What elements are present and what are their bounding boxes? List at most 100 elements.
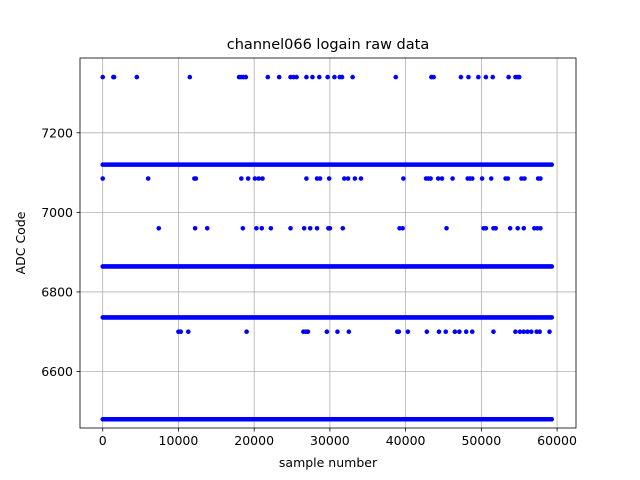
data-point [505, 176, 511, 181]
data-point [185, 329, 191, 335]
y-axis-label: ADC Code [13, 211, 28, 274]
data-point [238, 176, 244, 181]
y-tick-label: 7200 [41, 125, 73, 140]
data-point [457, 329, 462, 335]
x-tick-label: 60000 [537, 433, 577, 448]
data-point [245, 176, 251, 181]
data-point [466, 74, 471, 80]
y-tick-label: 6800 [41, 284, 73, 299]
data-point [479, 176, 485, 181]
x-tick-label: 50000 [461, 433, 501, 448]
data-point [517, 329, 523, 335]
data-point [268, 225, 274, 231]
data-point [491, 329, 496, 335]
data-point [444, 225, 449, 231]
data-point [538, 225, 543, 231]
data-point [358, 176, 364, 181]
data-point [428, 176, 433, 181]
data-point [345, 176, 351, 181]
data-point [516, 74, 522, 80]
data-point [294, 74, 299, 80]
data-point [244, 329, 249, 335]
data-point [304, 74, 309, 80]
data-point [326, 176, 332, 181]
data-point [346, 329, 352, 335]
data-point [476, 74, 481, 80]
data-point [192, 225, 198, 231]
data-point [405, 329, 411, 335]
data-point [547, 329, 552, 335]
data-point [325, 74, 330, 80]
data-point [240, 225, 246, 231]
data-point [134, 74, 140, 80]
data-point [443, 329, 449, 335]
data-point [463, 329, 469, 335]
data-point [314, 225, 320, 231]
data-point [178, 329, 184, 335]
data-point [260, 176, 265, 181]
data-point [506, 74, 511, 80]
data-point [515, 225, 520, 231]
data-point [301, 225, 307, 231]
data-point [439, 176, 445, 181]
data-point [458, 74, 464, 80]
data-point [327, 225, 333, 231]
data-point [204, 225, 210, 231]
plot-frame [79, 57, 577, 429]
data-point [436, 329, 442, 335]
data-point [483, 225, 489, 231]
data-point [435, 176, 441, 181]
data-point [310, 74, 315, 80]
data-point [490, 74, 496, 80]
x-tick-label: 30000 [310, 433, 350, 448]
data-point [340, 225, 346, 231]
x-tick-label: 0 [99, 433, 107, 448]
data-points [100, 74, 555, 422]
data-point [452, 329, 458, 335]
grid-lines [80, 58, 576, 428]
data-point [324, 329, 330, 335]
y-axis-ticks: 6600 6800 7000 7200 [41, 125, 80, 379]
x-axis-label: sample number [279, 455, 378, 470]
data-point [332, 74, 337, 80]
data-point [256, 176, 262, 181]
data-point [276, 74, 282, 80]
data-point [396, 329, 402, 335]
data-point [304, 176, 309, 181]
data-point [469, 176, 475, 181]
data-point [100, 74, 106, 80]
data-point [521, 225, 527, 231]
data-point [352, 176, 358, 181]
data-point [393, 74, 399, 80]
data-point [335, 329, 340, 335]
data-point [350, 74, 355, 80]
data-point [483, 74, 489, 80]
data-point [307, 225, 313, 231]
data-point [538, 176, 543, 181]
data-point [317, 176, 323, 181]
data-point [507, 225, 513, 231]
data-point [100, 176, 106, 181]
plot-area [80, 58, 576, 428]
data-point [265, 74, 271, 80]
data-point [521, 329, 527, 335]
data-point [288, 225, 293, 231]
data-point [259, 225, 265, 231]
data-point [252, 176, 258, 181]
data-point [401, 176, 406, 181]
data-point [316, 74, 322, 80]
data-point [529, 329, 534, 335]
data-point [193, 176, 199, 181]
data-point [450, 176, 455, 181]
x-tick-label: 20000 [234, 433, 274, 448]
data-point [488, 176, 494, 181]
data-point [187, 74, 193, 80]
data-point [537, 329, 542, 335]
x-tick-label: 10000 [159, 433, 199, 448]
data-point [525, 329, 530, 335]
data-point [254, 225, 259, 231]
data-point [339, 74, 345, 80]
data-point [469, 329, 475, 335]
data-point [145, 176, 151, 181]
